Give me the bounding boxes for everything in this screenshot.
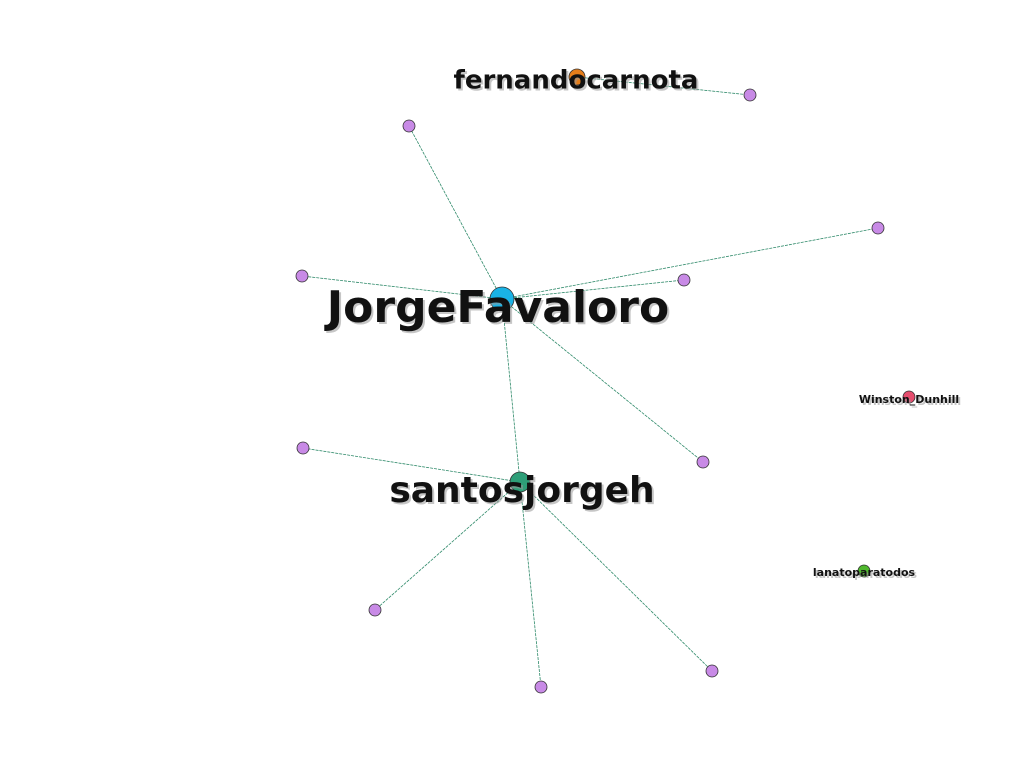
nodes-layer [296, 69, 915, 693]
node-leaf2[interactable] [403, 120, 415, 132]
node-leaf6[interactable] [697, 456, 709, 468]
node-leaf10[interactable] [706, 665, 718, 677]
node-leaf7[interactable] [297, 442, 309, 454]
node-leaf5[interactable] [678, 274, 690, 286]
node-label-JorgeFavaloro: JorgeFavaloro [324, 282, 669, 333]
node-leaf9[interactable] [535, 681, 547, 693]
node-leaf1[interactable] [744, 89, 756, 101]
edge-JorgeFavaloro-leaf2 [409, 126, 502, 299]
node-leaf3[interactable] [872, 222, 884, 234]
node-label-fernandocarnota: fernandocarnota [454, 66, 699, 96]
node-leaf8[interactable] [369, 604, 381, 616]
node-leaf4[interactable] [296, 270, 308, 282]
node-label-santosjorgeh: santosjorgeh [389, 470, 654, 511]
node-label-lanatoparatodos: lanatoparatodos [813, 566, 916, 579]
labels-layer: JorgeFavaloroJorgeFavalorosantosjorgehsa… [324, 66, 961, 582]
edges-layer [302, 77, 878, 687]
node-label-Winston_Dunhill: Winston_Dunhill [859, 393, 959, 406]
